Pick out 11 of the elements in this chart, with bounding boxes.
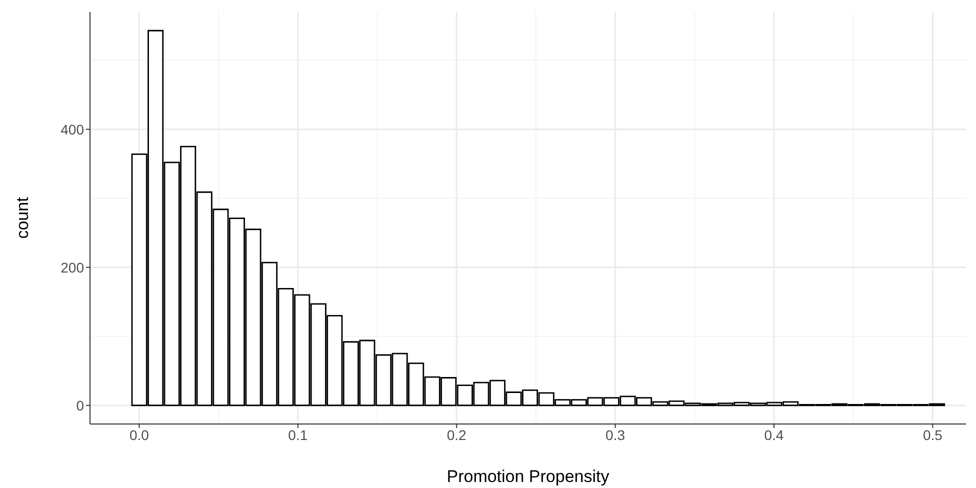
x-tick-label: 0.2 bbox=[446, 426, 467, 443]
y-tick-label: 200 bbox=[60, 259, 84, 276]
y-tick-label: 400 bbox=[60, 121, 84, 138]
x-tick-label: 0.1 bbox=[288, 426, 308, 443]
x-tick-label: 0.3 bbox=[606, 426, 626, 443]
x-axis-title: Promotion Propensity bbox=[446, 467, 610, 486]
y-axis-title: count bbox=[13, 196, 32, 239]
x-tick-label: 0.4 bbox=[764, 426, 784, 443]
y-tick-label: 0 bbox=[76, 397, 84, 414]
x-tick-label: 0.5 bbox=[922, 426, 943, 443]
x-tick-label: 0.0 bbox=[129, 426, 150, 443]
